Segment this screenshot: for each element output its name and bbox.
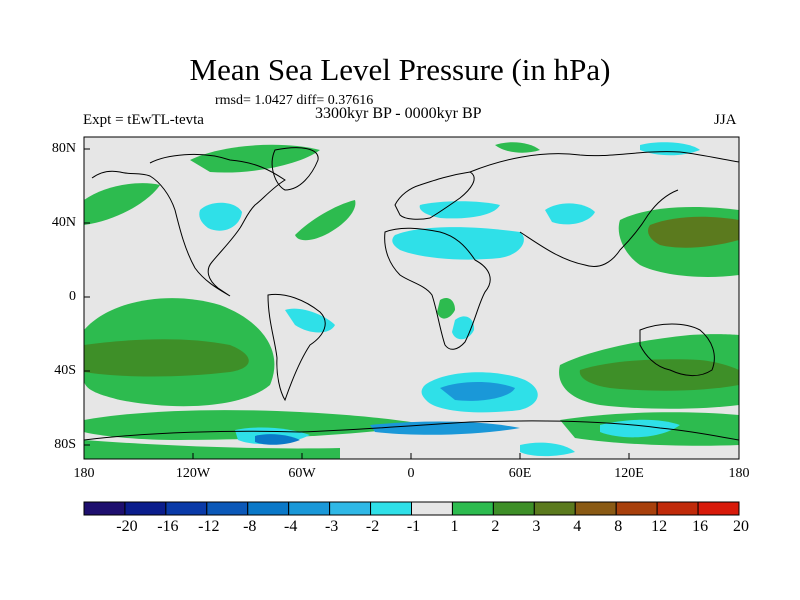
colorbar-label: 4	[573, 518, 582, 535]
colorbar-label: 2	[491, 518, 500, 535]
africa-coast	[384, 227, 491, 350]
colorbar-swatch	[533, 501, 576, 516]
colorbar-label: -16	[157, 518, 179, 535]
colorbar-label: -8	[243, 518, 257, 535]
greenland-coast	[271, 147, 319, 191]
period-label: 3300kyr BP - 0000kyr BP	[315, 105, 482, 122]
colorbar-label: 3	[532, 518, 541, 535]
australia-coast	[639, 323, 715, 377]
colorbar-label: 20	[733, 518, 749, 535]
colorbar-label: 12	[651, 518, 668, 535]
x-tick-label: 120W	[175, 466, 211, 481]
y-tick-label: 40S	[54, 363, 76, 378]
anomaly-region	[84, 339, 249, 377]
anomaly-region	[190, 144, 320, 173]
colorbar-swatch	[574, 501, 617, 516]
y-tick-label: 40N	[51, 215, 76, 230]
colorbar-swatch	[615, 501, 658, 516]
colorbar-label: -20	[116, 518, 138, 535]
y-tick-label: 80N	[51, 141, 76, 156]
anomaly-region	[370, 421, 520, 435]
anomaly-region	[495, 142, 540, 153]
x-tick-label: 60E	[508, 466, 532, 481]
x-tick-label: 180	[73, 466, 95, 481]
anomaly-region	[437, 298, 455, 319]
anomaly-region	[392, 227, 524, 260]
europe-coast	[394, 171, 475, 220]
south-america-coast	[267, 293, 326, 402]
anomaly-region	[440, 382, 515, 401]
colorbar-label: -2	[365, 518, 380, 535]
anomaly-region	[255, 434, 300, 445]
colorbar-swatch	[288, 501, 331, 516]
anomaly-region	[419, 201, 500, 219]
colorbar-label: 16	[692, 518, 709, 535]
colorbar-label: 8	[614, 518, 623, 535]
chart-title: Mean Sea Level Pressure (in hPa)	[189, 52, 611, 87]
anomaly-region	[84, 183, 160, 225]
x-tick-label: 120E	[614, 466, 644, 481]
colorbar	[83, 501, 740, 516]
anomaly-region	[285, 308, 335, 333]
y-tick-label: 80S	[54, 437, 76, 452]
y-tick-label: 0	[69, 289, 76, 304]
colorbar-swatch	[656, 501, 699, 516]
experiment-label: Expt = tEwTL-tevta	[83, 112, 204, 128]
colorbar-swatch	[83, 501, 126, 516]
colorbar-swatch	[329, 501, 372, 516]
colorbar-swatch	[206, 501, 249, 516]
antarctica-coast	[84, 420, 739, 441]
anomaly-region	[648, 216, 739, 248]
x-tick-label: 0	[407, 466, 415, 481]
coastlines	[84, 147, 739, 441]
anomaly-region	[579, 359, 739, 391]
colorbar-swatch	[411, 501, 453, 516]
colorbar-label: 1	[450, 518, 459, 535]
anomaly-region	[520, 442, 575, 457]
colorbar-label: -4	[284, 518, 298, 535]
anomaly-region	[199, 202, 242, 231]
stats-text: rmsd= 1.0427 diff= 0.37616	[215, 93, 374, 108]
season-label: JJA	[714, 112, 737, 128]
anomaly-region	[545, 203, 595, 225]
asia-coast	[469, 151, 739, 267]
north-america-coast	[91, 153, 286, 297]
x-tick-label: 60W	[288, 466, 316, 481]
colorbar-swatch	[124, 501, 167, 516]
colorbar-swatch	[697, 501, 740, 516]
x-tick-label: 180	[728, 466, 750, 481]
colorbar-swatch	[165, 501, 208, 516]
anomaly-region	[295, 200, 356, 241]
colorbar-swatch	[492, 501, 535, 516]
colorbar-swatch	[370, 501, 412, 516]
colorbar-label: -1	[406, 518, 421, 535]
colorbar-label: -12	[198, 518, 220, 535]
axis-ticks	[83, 148, 740, 459]
colorbar-swatch	[451, 501, 494, 516]
map-background	[84, 137, 739, 459]
anomaly-region	[84, 440, 340, 459]
colorbar-swatch	[247, 501, 290, 516]
colorbar-label: -3	[324, 518, 339, 535]
